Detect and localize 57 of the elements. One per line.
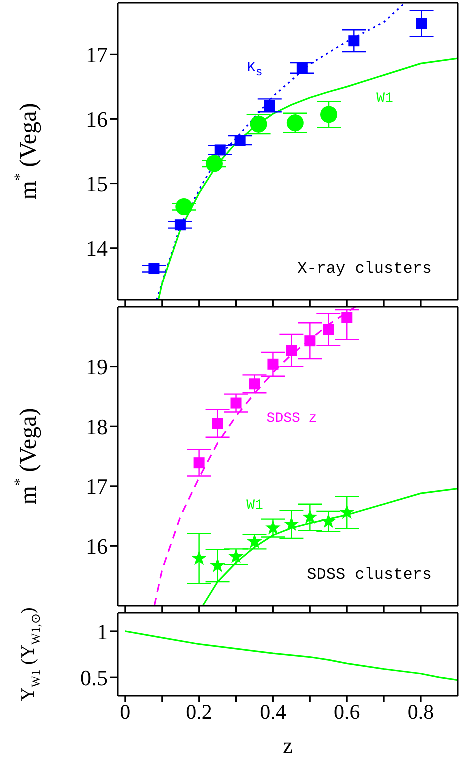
point [206, 155, 223, 172]
point [230, 398, 242, 409]
point [340, 504, 355, 520]
point [194, 458, 205, 469]
point [268, 358, 279, 370]
point [214, 144, 226, 156]
point [249, 378, 260, 390]
point [174, 220, 186, 231]
x-tick-label: 0 [120, 700, 131, 724]
point [264, 100, 276, 112]
point [250, 116, 268, 133]
y-tick-label: 15 [86, 172, 108, 197]
x-tick-label: 0.8 [408, 700, 434, 724]
point [286, 345, 298, 356]
y-tick-label: 16 [86, 107, 108, 132]
annotation: X-ray clusters [298, 260, 432, 278]
point [416, 18, 428, 30]
y-tick-label: 19 [86, 354, 108, 380]
series-label: SDSS z [266, 411, 318, 427]
x-tick-label: 0.4 [260, 700, 287, 724]
point [234, 135, 246, 146]
line-series [158, 58, 458, 300]
series-label: W1 [246, 498, 264, 514]
series-label: W1 [376, 91, 394, 107]
y-tick-label: 17 [86, 42, 108, 68]
y-tick-label: 1 [97, 619, 108, 644]
y-tick-label: 18 [86, 414, 108, 440]
point [286, 114, 304, 132]
line-series [154, 307, 356, 606]
point [342, 312, 353, 324]
x-tick-label: 0.2 [186, 700, 212, 724]
point [148, 264, 160, 275]
point [176, 198, 193, 216]
annotation: SDSS clusters [307, 566, 432, 584]
y-tick-label: 17 [86, 474, 108, 500]
line-series [124, 630, 458, 682]
point [212, 418, 224, 430]
x-axis-title: z [283, 733, 294, 758]
line-series [202, 488, 458, 606]
point [228, 548, 244, 564]
y-tick-label: 16 [86, 534, 108, 560]
point [266, 520, 281, 535]
point [192, 550, 207, 566]
point [296, 62, 308, 74]
series-label: K$_{s}$ [247, 60, 263, 80]
point [323, 324, 334, 336]
point [320, 106, 338, 124]
point [348, 36, 360, 47]
point [302, 509, 318, 524]
y-tick-label: 14 [86, 236, 108, 262]
point [210, 558, 226, 572]
point [304, 336, 316, 347]
x-tick-label: 0.6 [334, 700, 360, 724]
point [321, 514, 336, 528]
y-tick-label: 0.5 [80, 665, 108, 690]
point [284, 516, 300, 532]
point [247, 534, 262, 548]
